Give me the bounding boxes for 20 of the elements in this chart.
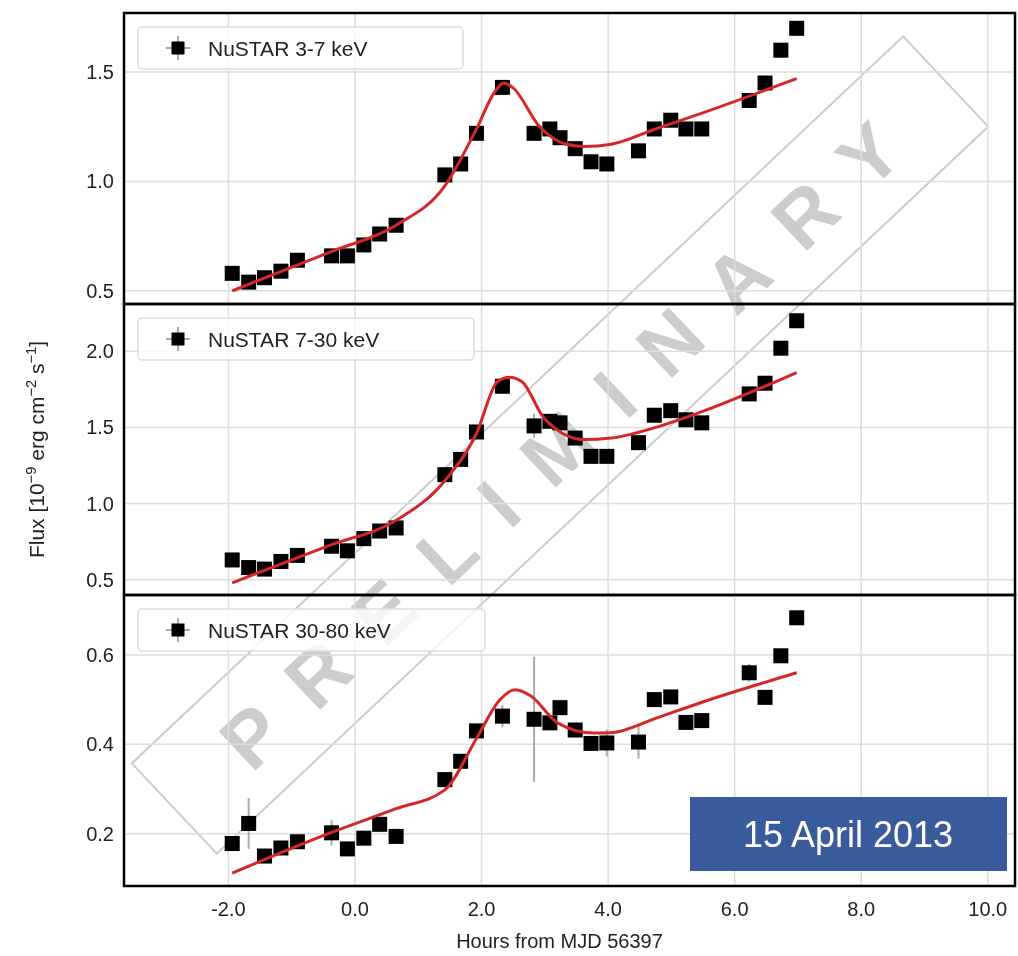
x-tick-label: -2.0: [211, 898, 246, 920]
annotation: 15 April 2013: [742, 814, 954, 855]
y-tick-label: 1.5: [86, 416, 114, 439]
x-tick-label: 6.0: [720, 898, 749, 920]
y-tick-label: 1.5: [86, 61, 114, 84]
x-tick-label: 8.0: [847, 898, 876, 920]
y-tick-label: 0.4: [86, 733, 114, 756]
x-tick-label: 4.0: [594, 898, 623, 920]
legend-label: NuSTAR 3-7 keV: [208, 37, 368, 60]
y-tick-label: 0.5: [86, 279, 114, 302]
y-tick-label: 0.5: [86, 568, 114, 591]
y-tick-label: 0.2: [86, 822, 114, 845]
x-axis-title: Hours from MJD 56397: [456, 930, 663, 952]
y-tick-label: 2.0: [86, 340, 114, 363]
x-tick-label: 2.0: [467, 898, 496, 920]
x-tick-label: 0.0: [341, 898, 369, 920]
y-tick-label: 0.6: [86, 643, 114, 666]
y-tick-label: 1.0: [86, 492, 114, 515]
y-tick-label: 1.0: [86, 170, 114, 193]
x-tick-label: 10.0: [968, 898, 1008, 920]
